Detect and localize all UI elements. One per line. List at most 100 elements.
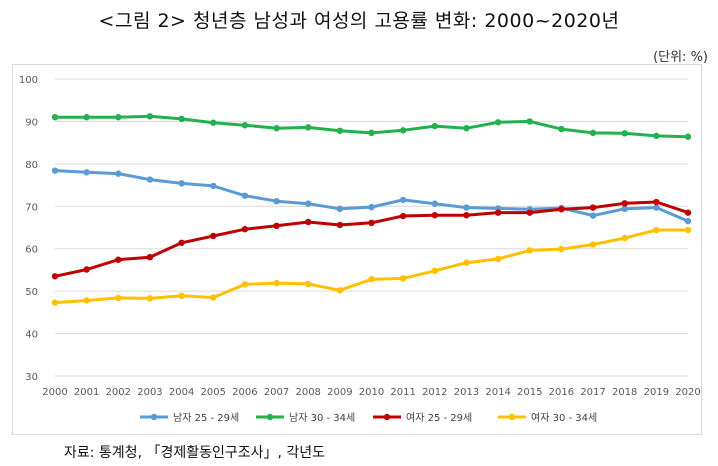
data-point [526, 118, 533, 125]
data-point [589, 129, 597, 137]
series-line-4 [53, 228, 690, 305]
data-point [273, 125, 280, 132]
data-point [431, 211, 438, 219]
data-point [463, 211, 470, 219]
data-point [146, 113, 154, 120]
legend-label: 남자 30 - 34세 [289, 412, 355, 424]
data-point [494, 209, 502, 216]
data-point [305, 218, 312, 226]
x-tick-label: 2007 [264, 387, 289, 398]
data-point [558, 125, 565, 133]
data-point [336, 221, 344, 229]
data-point [273, 279, 280, 287]
x-tick-label: 2010 [359, 387, 384, 398]
y-tick-label: 40 [25, 330, 38, 341]
x-tick-label: 2009 [327, 387, 352, 398]
data-point [146, 295, 154, 302]
y-tick-label: 90 [25, 117, 38, 128]
data-point [178, 292, 185, 300]
data-point [241, 122, 249, 129]
x-tick-label: 2016 [549, 387, 574, 398]
x-tick-label: 2000 [42, 387, 67, 398]
y-tick-label: 100 [19, 75, 38, 86]
data-point [653, 226, 660, 234]
x-tick-label: 2019 [644, 387, 669, 398]
data-point [494, 255, 502, 263]
data-point [241, 281, 249, 288]
legend-swatch-marker [508, 413, 516, 421]
data-point [558, 206, 565, 213]
x-tick-label: 2008 [295, 387, 320, 398]
data-point [431, 122, 438, 130]
data-point [399, 275, 407, 282]
data-point [210, 182, 217, 190]
data-point [83, 297, 90, 304]
legend-swatch-marker [150, 413, 158, 421]
data-point [463, 125, 470, 132]
data-point [589, 212, 597, 219]
data-point [589, 204, 597, 211]
x-tick-label: 2004 [169, 387, 194, 398]
data-point [558, 245, 565, 253]
data-point [241, 225, 249, 233]
data-point [115, 256, 122, 263]
x-tick-label: 2018 [612, 387, 637, 398]
chart-frame [12, 64, 702, 435]
data-point [526, 247, 533, 254]
data-point [368, 276, 375, 283]
data-point [83, 266, 90, 273]
data-point [684, 209, 692, 216]
legend-swatch-marker [383, 413, 391, 421]
source-note: 자료: 통계청, 「경제활동인구조사」, 각년도 [64, 445, 326, 461]
data-point [621, 234, 628, 242]
data-point [399, 127, 407, 134]
data-point [653, 204, 660, 211]
chart-title: <그림 2> 청년층 남성과 여성의 고용률 변화: 2000~2020년 [98, 10, 620, 32]
data-point [653, 132, 660, 140]
y-tick-label: 50 [25, 287, 38, 298]
data-point [589, 241, 597, 248]
data-point [399, 196, 407, 204]
x-tick-label: 2015 [517, 387, 542, 398]
x-tick-label: 2017 [580, 387, 605, 398]
x-tick-label: 2002 [106, 387, 131, 398]
data-point [83, 169, 90, 176]
data-point [115, 170, 122, 177]
legend-label: 여자 30 - 34세 [531, 412, 597, 424]
data-point [684, 217, 692, 225]
data-point [305, 124, 312, 131]
data-point [115, 113, 122, 121]
data-point [210, 119, 217, 126]
data-point [178, 115, 185, 123]
data-point [241, 192, 249, 199]
data-point [51, 273, 59, 280]
y-tick-label: 80 [25, 160, 38, 171]
x-tick-label: 2003 [137, 387, 162, 398]
data-point [305, 200, 312, 207]
data-point [146, 254, 154, 261]
legend-swatch-marker [266, 413, 274, 421]
x-tick-label: 2012 [422, 387, 447, 398]
data-point [273, 197, 280, 205]
data-point [399, 212, 407, 220]
unit-note: (단위: %) [653, 50, 708, 65]
y-tick-label: 60 [25, 245, 38, 256]
data-point [621, 205, 628, 213]
data-point [83, 113, 90, 121]
data-point [336, 205, 344, 213]
data-point [431, 200, 438, 207]
data-point [494, 119, 502, 126]
data-point [368, 129, 375, 137]
y-tick-label: 70 [25, 202, 38, 213]
data-point [115, 294, 122, 302]
data-point [51, 113, 59, 121]
y-tick-label: 30 [25, 372, 38, 383]
data-point [146, 176, 154, 183]
data-point [653, 198, 660, 206]
x-tick-label: 2001 [74, 387, 99, 398]
x-tick-label: 2011 [390, 387, 415, 398]
legend-label: 여자 25 - 29세 [406, 412, 472, 424]
x-tick-label: 2013 [454, 387, 479, 398]
data-point [51, 167, 59, 174]
legend-label: 남자 25 - 29세 [173, 412, 239, 424]
